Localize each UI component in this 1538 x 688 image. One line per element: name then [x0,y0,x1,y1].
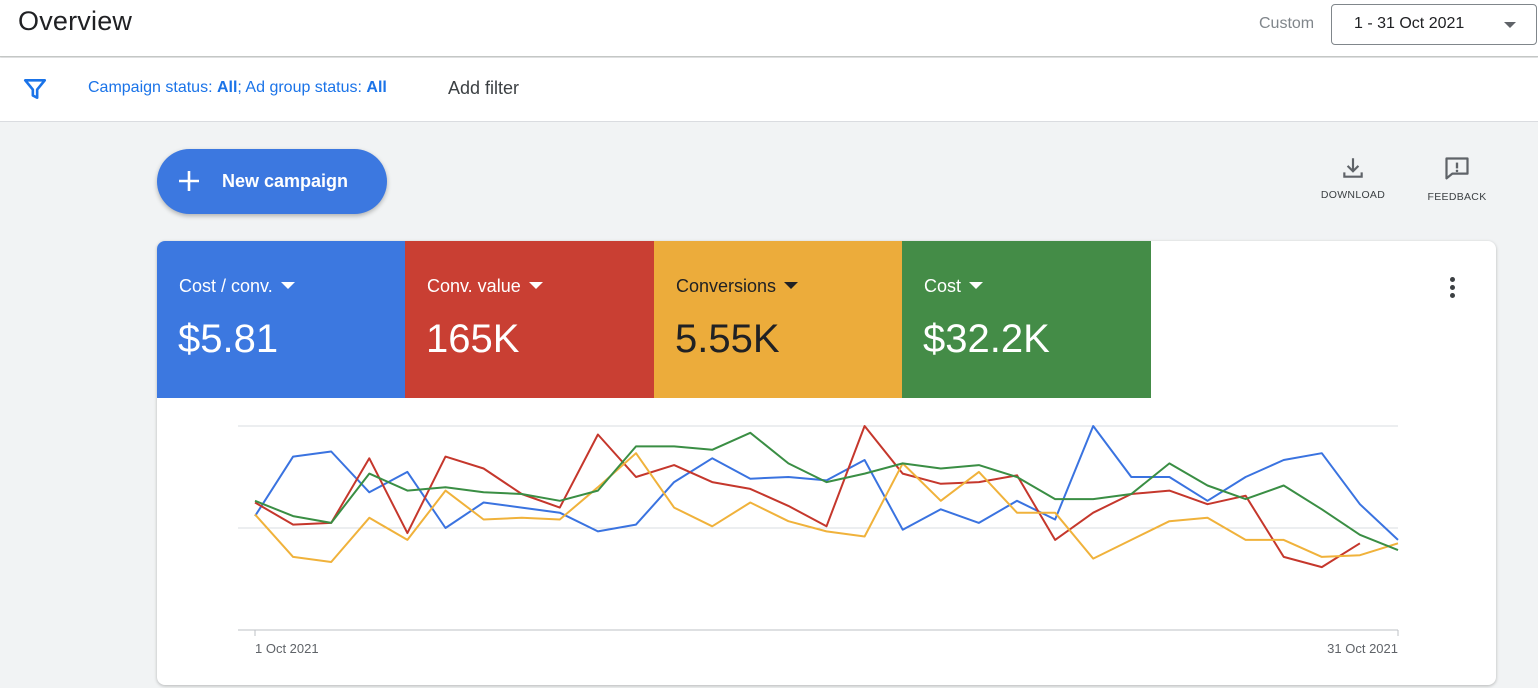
feedback-icon [1445,157,1469,180]
new-campaign-button[interactable]: New campaign [157,149,387,214]
performance-card: Cost / conv. $5.81 Conv. value 165K Conv… [157,241,1496,685]
feedback-button[interactable]: FEEDBACK [1417,155,1497,210]
metric-name: Cost / conv. [179,276,295,297]
series-line-2 [254,452,1399,563]
metric-tile-cost[interactable]: Cost $32.2K [902,241,1151,398]
date-range-type-label: Custom [1259,15,1315,32]
plus-icon [179,171,199,191]
metric-value: 165K [426,317,520,361]
chevron-down-icon [1504,22,1516,28]
metric-value: $32.2K [923,317,1050,361]
page-title: Overview [18,6,133,36]
new-campaign-label: New campaign [222,171,349,191]
filter-separator: ; [237,79,246,96]
performance-chart: 1 Oct 2021 31 Oct 2021 [238,425,1399,656]
active-filters[interactable]: Campaign status: All; Ad group status: A… [88,79,387,97]
metric-name: Conversions [676,276,799,297]
metric-tile-conv-value[interactable]: Conv. value 165K [405,241,654,398]
series-group [254,425,1399,569]
campaign-status-label: Campaign status: [88,79,217,96]
campaign-status-value: All [216,79,238,96]
series-line-3 [254,431,1399,552]
feedback-label: FEEDBACK [1427,191,1487,203]
date-range-select[interactable]: 1 - 31 Oct 2021 [1331,4,1537,45]
adgroup-status-label: Ad group status: [245,79,367,96]
add-filter-button[interactable]: Add filter [448,78,520,98]
download-icon [1343,158,1363,178]
chevron-down-icon [528,281,543,289]
x-tick-label-start: 1 Oct 2021 [255,641,319,656]
metric-name: Cost [924,276,984,297]
metric-tile-conversions[interactable]: Conversions 5.55K [654,241,902,398]
filter-bar: Campaign status: All; Ad group status: A… [0,58,1538,122]
chevron-down-icon [784,281,799,289]
more-vert-icon[interactable] [1442,274,1462,304]
top-bar: Overview Custom 1 - 31 Oct 2021 [0,0,1538,57]
x-tick-label-end: 31 Oct 2021 [1327,641,1398,656]
series-line-0 [254,425,1399,541]
adgroup-status-value: All [366,79,387,96]
series-line-1 [254,425,1361,569]
chevron-down-icon [280,281,295,289]
metric-name: Conv. value [427,276,543,297]
download-label: DOWNLOAD [1320,189,1386,201]
filter-icon[interactable] [22,76,48,102]
metric-value: $5.81 [178,317,279,361]
download-button[interactable]: DOWNLOAD [1313,155,1393,210]
chevron-down-icon [969,281,984,289]
metric-tile-cost-per-conv[interactable]: Cost / conv. $5.81 [157,241,405,398]
date-range-value: 1 - 31 Oct 2021 [1354,15,1465,32]
metric-value: 5.55K [675,317,780,361]
